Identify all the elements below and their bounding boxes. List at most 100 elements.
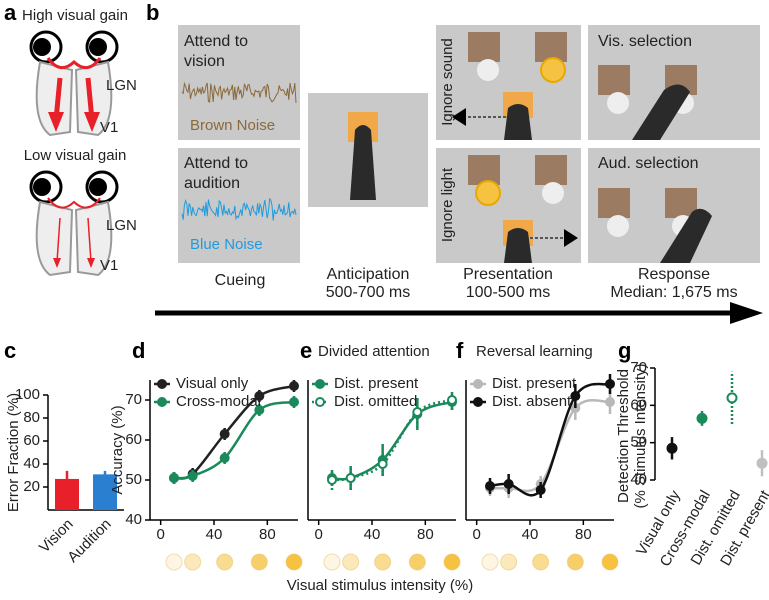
data-point <box>254 391 265 401</box>
data-point <box>412 407 423 417</box>
cue-box <box>178 25 300 140</box>
data-point <box>187 471 198 481</box>
stimulus-icon <box>184 553 202 571</box>
stimulus-icon <box>250 553 268 571</box>
stimulus-icon <box>500 553 518 571</box>
time-arrow-head <box>730 302 763 324</box>
waveform-trace <box>181 81 297 104</box>
panel-label: b <box>146 0 159 25</box>
legend-label: Dist. omitted <box>334 393 417 410</box>
data-point <box>327 475 337 485</box>
panel-label: g <box>618 338 631 363</box>
legend-label: Dist. absent <box>492 393 572 410</box>
panel-title: Divided attention <box>318 343 430 360</box>
data-point <box>219 429 230 439</box>
legend-label: Cross-modal <box>176 393 261 410</box>
x-tick-label: 0 <box>156 526 164 543</box>
mouse <box>632 84 690 140</box>
x-tick-label: 80 <box>575 526 592 543</box>
x-tick-label: 40 <box>206 526 223 543</box>
x-tick-label: 80 <box>417 526 434 543</box>
stimulus-icon <box>216 553 234 571</box>
region-label: V1 <box>100 257 118 274</box>
data-point <box>726 392 738 404</box>
condition-label: Ignore sound <box>439 38 456 126</box>
y-tick-label: 100 <box>15 386 40 403</box>
waveform-trace <box>181 197 297 221</box>
legend-label: Dist. present <box>492 375 577 392</box>
x-tick-label: 40 <box>364 526 381 543</box>
data-point <box>447 395 457 405</box>
light <box>542 182 564 204</box>
light <box>475 180 501 206</box>
light <box>540 57 566 83</box>
panel-label: a <box>4 0 17 25</box>
speaker <box>452 108 466 126</box>
diagram-title: High visual gain <box>22 7 128 24</box>
y-axis-label: Error Fraction (%) <box>5 393 22 512</box>
stage-duration: 500-700 ms <box>326 284 411 301</box>
port <box>468 155 500 185</box>
stage-duration: 100-500 ms <box>466 284 551 301</box>
stimulus-icon <box>481 553 499 571</box>
x-tick-label: 80 <box>259 526 276 543</box>
bar <box>93 474 117 510</box>
y-tick-label: 80 <box>23 409 40 426</box>
y-tick-label: 60 <box>23 432 40 449</box>
speaker <box>564 229 578 247</box>
response-label: Aud. selection <box>598 155 699 172</box>
mouse <box>504 104 532 140</box>
data-point <box>605 397 615 407</box>
y-tick-label: 50 <box>630 434 647 451</box>
y-tick-label: 70 <box>125 391 142 408</box>
diagram-title: Low visual gain <box>24 147 127 164</box>
y-tick-label: 20 <box>23 478 40 495</box>
panel-label: d <box>132 338 145 363</box>
stage-name: Response <box>638 266 710 283</box>
stage-duration: Median: 1,675 ms <box>610 284 737 301</box>
data-point <box>169 473 179 483</box>
cue-text: vision <box>184 53 225 70</box>
region-label: LGN <box>106 77 137 94</box>
y-tick-label: 60 <box>125 431 142 448</box>
stage-name: Presentation <box>463 266 553 283</box>
legend-marker <box>473 379 483 389</box>
data-point <box>666 442 678 454</box>
data-point <box>570 391 581 401</box>
noise-label: Blue Noise <box>190 236 263 253</box>
panel-title: Reversal learning <box>476 343 593 360</box>
y-axis-label: (% Stimulus Intensity) <box>632 363 649 508</box>
data-point <box>219 453 230 463</box>
x-tick-label: 0 <box>314 526 322 543</box>
y-tick-label: 40 <box>125 511 142 528</box>
data-point <box>605 379 615 389</box>
data-point <box>254 405 265 415</box>
cue-text: Attend to <box>184 33 248 50</box>
brain-diagram: Low visual gain LGN V1 <box>24 147 137 277</box>
light <box>477 59 499 81</box>
data-point <box>289 397 299 407</box>
stage-name: Anticipation <box>327 266 410 283</box>
data-point <box>535 485 546 495</box>
stimulus-icon <box>323 553 341 571</box>
data-point <box>756 457 768 469</box>
y-axis-label: Accuracy (%) <box>109 405 126 494</box>
condition-label: Ignore light <box>439 167 456 242</box>
legend-marker <box>315 397 325 407</box>
panel-label: e <box>300 338 312 363</box>
data-point <box>345 473 356 483</box>
data-point <box>503 479 514 489</box>
stimulus-icon <box>285 553 303 571</box>
stimulus-icon <box>601 553 619 571</box>
x-axis-label: Visual stimulus intensity (%) <box>287 577 473 594</box>
stimulus-icon <box>165 553 183 571</box>
noise-label: Brown Noise <box>190 117 275 134</box>
noise-waveform <box>181 197 297 221</box>
stimulus-icon <box>566 553 584 571</box>
legend-marker <box>157 379 167 389</box>
response-label: Vis. selection <box>598 33 692 50</box>
fit-line <box>173 400 295 480</box>
panel-label: f <box>456 338 464 363</box>
